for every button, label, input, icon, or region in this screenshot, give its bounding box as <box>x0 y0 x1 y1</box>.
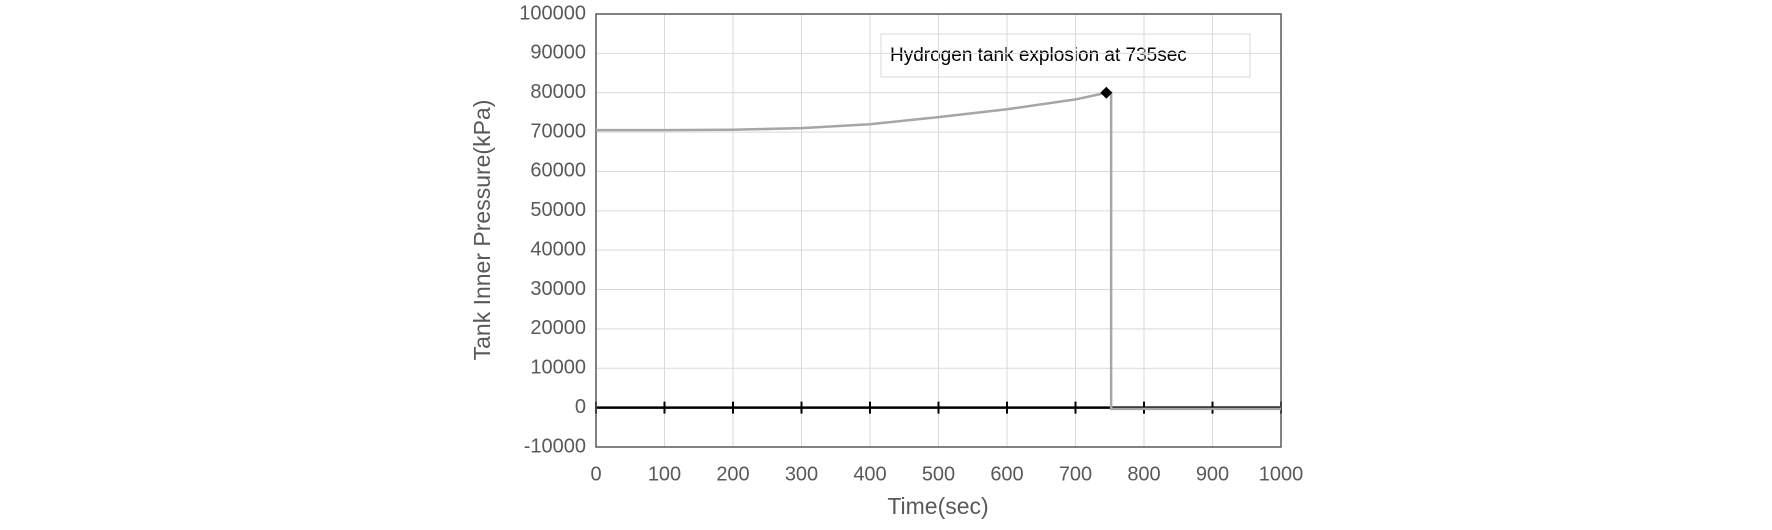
series-line <box>596 91 1281 411</box>
y-tick-label: 40000 <box>530 238 586 260</box>
y-tick-label: 10000 <box>530 357 586 379</box>
y-tick-label: 100000 <box>519 2 586 24</box>
x-tick-label: 100 <box>648 463 681 485</box>
x-tick-label: 500 <box>922 463 955 485</box>
x-tick-label: 400 <box>853 463 886 485</box>
y-tick-label: 70000 <box>530 120 586 142</box>
x-tick-label: 900 <box>1196 463 1229 485</box>
annotation: Hydrogen tank explosion at 735sec <box>890 45 1187 66</box>
x-tick-label: 200 <box>716 463 749 485</box>
y-tick-label: 30000 <box>530 278 586 300</box>
y-tick-label: 50000 <box>530 199 586 221</box>
data-marker <box>1100 86 1113 99</box>
x-tick-label: 800 <box>1127 463 1160 485</box>
y-tick-label: 0 <box>575 396 586 418</box>
x-tick-label: 1000 <box>1259 463 1304 485</box>
x-axis-label: Time(sec) <box>887 493 988 519</box>
x-tick-label: 700 <box>1059 463 1092 485</box>
y-tick-label: 20000 <box>530 317 586 339</box>
y-tick-label: 90000 <box>530 42 586 64</box>
x-tick-label: 0 <box>590 463 601 485</box>
plot-frame <box>595 13 1282 448</box>
annotation-box <box>880 33 1251 78</box>
y-tick-label: -10000 <box>524 435 586 457</box>
y-axis-label: Tank Inner Pressure(kPa) <box>469 100 495 361</box>
x-tick-label: 600 <box>990 463 1023 485</box>
x-tick-label: 300 <box>785 463 818 485</box>
y-tick-label: 60000 <box>530 160 586 182</box>
y-tick-label: 80000 <box>530 81 586 103</box>
